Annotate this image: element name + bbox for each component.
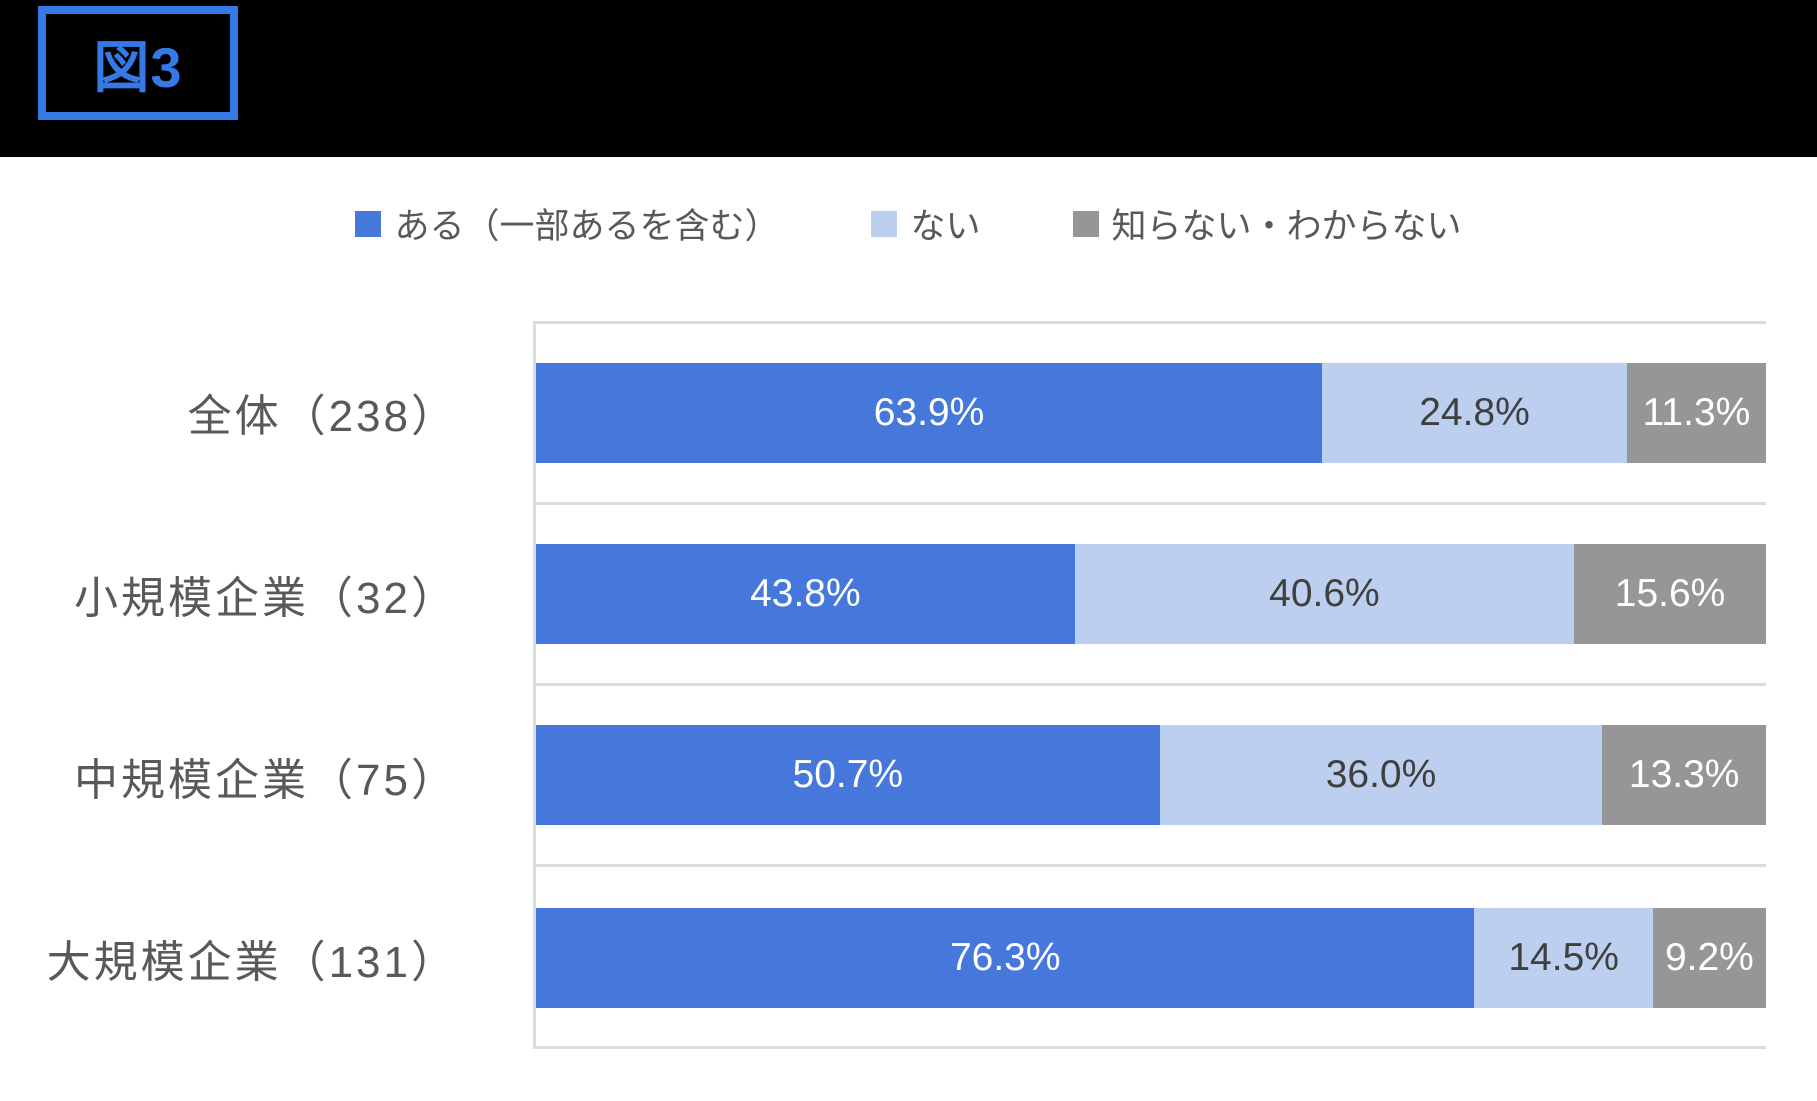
header-band: 図3	[0, 0, 1817, 157]
bar-segment-shiranai: 15.6%	[1574, 544, 1766, 644]
bar-segment-shiranai: 9.2%	[1652, 907, 1766, 1008]
bar-segment-nai: 40.6%	[1074, 544, 1575, 644]
figure-label: 図3	[93, 35, 183, 99]
value-label: 24.8%	[1419, 391, 1530, 434]
bar-segment-shiranai: 11.3%	[1627, 363, 1766, 463]
legend-item-aru: ある（一部あるを含む）	[355, 198, 779, 249]
value-label: 43.8%	[750, 572, 861, 615]
chart-row-zentai: 63.9% 24.8% 11.3%	[536, 324, 1766, 505]
value-label: 50.7%	[792, 753, 904, 796]
stacked-bar: 43.8% 40.6% 15.6%	[536, 544, 1766, 644]
legend-label: ない	[910, 207, 981, 246]
category-label-daikibo: 大規模企業（131）	[46, 938, 458, 987]
bar-segment-aru: 76.3%	[536, 907, 1475, 1008]
bar-segment-aru: 63.9%	[536, 363, 1322, 463]
category-label-shokibo: 小規模企業（32）	[74, 574, 458, 623]
chart-row-shokibo: 43.8% 40.6% 15.6%	[536, 505, 1766, 686]
bar-segment-nai: 24.8%	[1321, 363, 1627, 463]
category-label-zentai: 全体（238）	[187, 392, 458, 441]
bar-segment-aru: 50.7%	[536, 725, 1160, 825]
legend-label: 知らない・わからない	[1111, 207, 1462, 246]
value-label: 76.3%	[949, 935, 1061, 979]
legend-label: ある（一部あるを含む）	[394, 207, 780, 246]
bar-segment-shiranai: 13.3%	[1602, 725, 1766, 825]
value-label: 14.5%	[1508, 935, 1619, 979]
value-label: 13.3%	[1628, 753, 1740, 796]
chart-row-chukibo: 50.7% 36.0% 13.3%	[536, 686, 1766, 867]
legend-swatch-blue-icon	[355, 210, 382, 237]
chart-row-daikibo: 76.3% 14.5% 9.2%	[536, 867, 1766, 1048]
bar-segment-aru: 43.8%	[536, 544, 1075, 644]
legend-item-nai: ない	[871, 198, 981, 249]
value-label: 11.3%	[1642, 391, 1751, 434]
value-label: 15.6%	[1614, 572, 1726, 615]
legend-item-shiranai: 知らない・わからない	[1072, 198, 1462, 249]
value-label: 36.0%	[1325, 753, 1437, 796]
stacked-bar: 76.3% 14.5% 9.2%	[536, 907, 1766, 1008]
category-axis: 全体（238） 小規模企業（32） 中規模企業（75） 大規模企業（131）	[0, 321, 458, 1049]
stacked-bar: 63.9% 24.8% 11.3%	[536, 363, 1766, 463]
legend: ある（一部あるを含む） ない 知らない・わからない	[0, 198, 1817, 249]
legend-swatch-gray-icon	[1072, 210, 1099, 237]
stacked-bar: 50.7% 36.0% 13.3%	[536, 725, 1766, 825]
legend-swatch-lightblue-icon	[871, 210, 898, 237]
figure-label-box: 図3	[38, 6, 238, 120]
category-label-chukibo: 中規模企業（75）	[74, 756, 458, 805]
bar-segment-nai: 36.0%	[1159, 725, 1603, 825]
value-label: 63.9%	[873, 391, 985, 434]
value-label: 9.2%	[1664, 935, 1754, 979]
plot-area: 63.9% 24.8% 11.3% 43.8% 40.6% 15.6% 50.7…	[533, 321, 1766, 1049]
value-label: 40.6%	[1269, 572, 1380, 615]
bar-segment-nai: 14.5%	[1474, 907, 1653, 1008]
